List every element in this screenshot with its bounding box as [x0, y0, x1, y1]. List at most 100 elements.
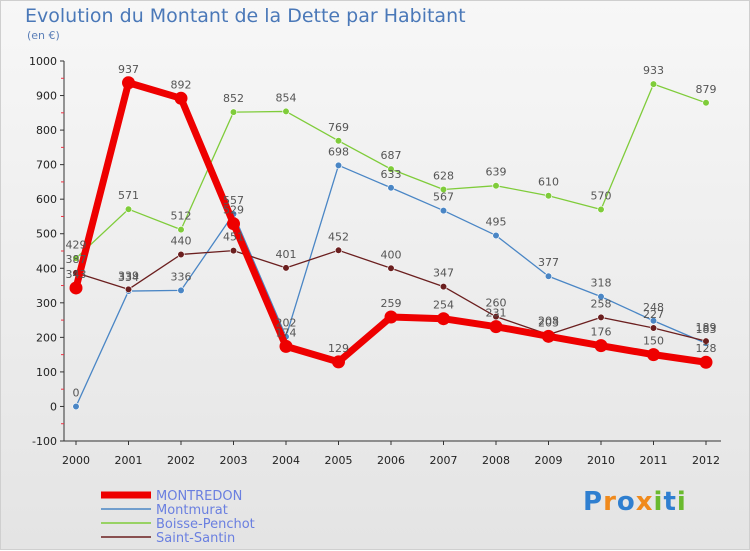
legend-label: Saint-Santin — [156, 531, 235, 546]
logo-letter: r — [603, 487, 617, 517]
data-point — [542, 329, 555, 343]
y-tick-label: 700 — [36, 159, 57, 172]
data-label: 687 — [381, 149, 402, 162]
data-label: 259 — [381, 297, 402, 310]
data-label: 529 — [223, 204, 244, 217]
data-label: 401 — [276, 248, 297, 261]
data-label: 451 — [223, 231, 244, 244]
data-point — [177, 225, 185, 234]
data-point — [334, 246, 343, 254]
data-point — [279, 339, 293, 353]
chart-title: Evolution du Montant de la Dette par Hab… — [25, 5, 466, 27]
data-point — [282, 264, 290, 272]
data-label: 769 — [328, 121, 349, 134]
data-point — [702, 337, 710, 345]
data-label: 128 — [696, 342, 717, 355]
data-point — [72, 402, 80, 411]
y-tick-label: -100 — [32, 435, 57, 448]
data-point — [177, 286, 185, 294]
x-tick-label: 2011 — [640, 454, 668, 467]
data-label: 129 — [328, 342, 349, 355]
logo-letter: i — [676, 487, 687, 517]
y-tick-label: 600 — [36, 193, 57, 206]
data-point — [174, 91, 188, 105]
data-point — [334, 161, 343, 169]
data-point — [649, 324, 658, 332]
data-point — [649, 317, 658, 325]
data-point — [122, 76, 135, 90]
data-point — [544, 272, 553, 280]
data-label: 571 — [118, 189, 139, 202]
data-label: 176 — [591, 326, 612, 339]
data-point — [699, 355, 713, 369]
data-label: 183 — [696, 323, 717, 336]
data-point — [387, 264, 395, 272]
data-point — [489, 320, 503, 334]
data-label: 150 — [643, 335, 664, 348]
legend-label: Boisse-Penchot — [156, 517, 255, 532]
data-point — [597, 313, 605, 321]
data-point — [702, 99, 710, 107]
data-label: 852 — [223, 92, 244, 105]
series-line-montmurat — [75, 164, 707, 408]
data-label: 512 — [171, 210, 192, 223]
data-label: 452 — [328, 230, 349, 243]
data-point — [647, 348, 660, 362]
data-label: 387 — [66, 253, 87, 266]
logo-letter: t — [663, 487, 677, 517]
data-point — [439, 185, 448, 194]
logo-letter: P — [583, 487, 604, 517]
data-point — [229, 108, 238, 116]
data-label: 557 — [223, 194, 244, 207]
proxiti-logo: Proxiti — [583, 487, 687, 517]
x-tick-label: 2000 — [62, 454, 90, 467]
x-tick-label: 2005 — [325, 454, 353, 467]
data-point — [177, 250, 185, 259]
data-point — [387, 184, 395, 192]
data-label: 208 — [538, 315, 559, 328]
data-point — [437, 312, 450, 326]
data-point — [229, 247, 238, 255]
data-point — [439, 282, 448, 291]
data-label: 610 — [538, 176, 559, 189]
data-label: 334 — [118, 271, 139, 284]
x-tick-label: 2002 — [167, 454, 195, 467]
y-tick-label: 0 — [50, 400, 57, 413]
data-label: 400 — [381, 248, 402, 261]
logo-letter: o — [616, 487, 636, 517]
data-label: 879 — [696, 83, 717, 96]
data-point — [594, 339, 608, 353]
data-label: 231 — [486, 307, 507, 320]
data-label: 495 — [486, 215, 507, 228]
data-label: 628 — [433, 170, 454, 183]
data-label: 260 — [486, 297, 507, 310]
y-tick-label: 500 — [36, 228, 57, 241]
data-label: 203 — [538, 316, 559, 329]
legend-label: MONTREDON — [156, 489, 242, 504]
series-line-saint-santin — [75, 249, 707, 342]
x-tick-label: 2003 — [220, 454, 248, 467]
data-label: 174 — [276, 326, 297, 339]
data-label: 248 — [643, 301, 664, 314]
data-label: 639 — [486, 166, 507, 179]
x-tick-label: 2012 — [692, 454, 720, 467]
data-point — [332, 355, 345, 369]
data-point — [649, 80, 658, 88]
data-point — [387, 165, 395, 173]
data-label: 202 — [276, 317, 297, 330]
data-label: 254 — [433, 299, 454, 312]
data-label: 336 — [171, 270, 192, 283]
data-label: 339 — [118, 269, 139, 282]
data-point — [439, 206, 448, 215]
data-point — [72, 254, 80, 262]
data-label: 0 — [73, 386, 80, 399]
legend-label: Montmurat — [156, 503, 228, 518]
data-label: 343 — [66, 268, 87, 281]
data-point — [124, 285, 133, 293]
data-point — [492, 182, 500, 190]
y-tick-label: 100 — [36, 366, 57, 379]
x-tick-label: 2008 — [482, 454, 510, 467]
data-label: 698 — [328, 145, 349, 158]
